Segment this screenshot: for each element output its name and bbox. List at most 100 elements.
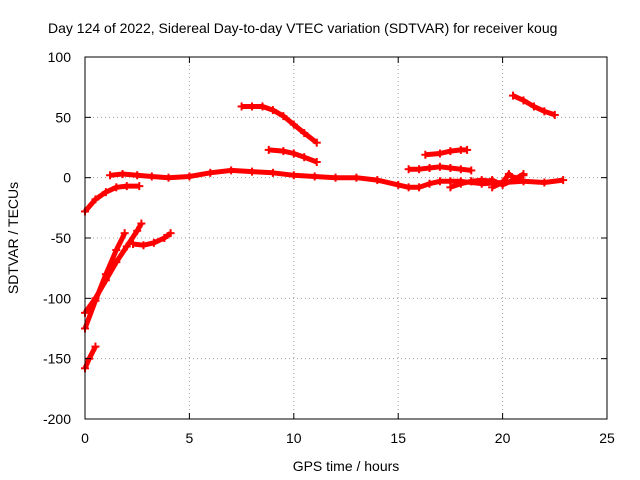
data-point [312, 138, 321, 147]
chart-title: Day 124 of 2022, Sidereal Day-to-day VTE… [48, 20, 557, 36]
data-point [310, 172, 319, 181]
y-tick-label: 100 [48, 49, 72, 65]
x-tick-label: 5 [186, 430, 194, 446]
y-axis-label: SDTVAR / TECUs [5, 182, 21, 294]
data-point [289, 120, 298, 129]
data-point [498, 178, 507, 187]
tick-labels: 0 5 10 15 20 25 -200 -150 -100 -50 0 50 100 [43, 49, 615, 446]
data-point [279, 112, 288, 121]
data-point [425, 179, 434, 188]
data-point [129, 240, 138, 249]
data-point [289, 149, 298, 158]
data-point [101, 276, 110, 285]
data-point [268, 168, 277, 177]
x-axis-label: GPS time / hours [293, 458, 400, 474]
x-tick-label: 10 [286, 430, 302, 446]
data-point [264, 145, 273, 154]
data-point [540, 178, 549, 187]
data-point [91, 195, 100, 204]
data-point [147, 172, 156, 181]
data-point [456, 165, 465, 174]
data-point [164, 173, 173, 182]
data-point [504, 170, 513, 179]
data-point [268, 106, 277, 115]
data-point [456, 179, 465, 188]
data-point [559, 176, 568, 185]
data-point [415, 183, 424, 192]
data-point [166, 229, 175, 238]
data-point [122, 242, 131, 251]
data-point [120, 229, 129, 238]
y-tick-label: 50 [55, 109, 71, 125]
data-point [463, 145, 472, 154]
data-point [529, 102, 538, 111]
data-point [446, 183, 455, 192]
data-point [404, 183, 413, 192]
data-point [511, 174, 520, 183]
y-tick-label: 0 [63, 170, 71, 186]
data-point [91, 294, 100, 303]
data-point [106, 171, 115, 180]
data-point [258, 102, 267, 111]
x-tick-label: 0 [81, 430, 89, 446]
data-point [352, 173, 361, 182]
data-point [488, 183, 497, 192]
data-point [300, 129, 309, 138]
data-point [421, 150, 430, 159]
y-tick-label: -200 [43, 411, 71, 427]
data-point [446, 164, 455, 173]
y-tick-label: -50 [51, 230, 71, 246]
data-point [91, 342, 100, 351]
y-tick-label: -100 [43, 290, 71, 306]
data-point [248, 102, 257, 111]
data-point [206, 168, 215, 177]
data-point [373, 176, 382, 185]
series-line-arc-e [82, 345, 98, 370]
data-point [477, 178, 486, 187]
data-point [135, 182, 144, 191]
data-point [435, 177, 444, 186]
data-point [248, 167, 257, 176]
data-point [435, 162, 444, 171]
data-point [435, 149, 444, 158]
data-point [519, 96, 528, 105]
data-point [101, 188, 110, 197]
series-line-arc-f [241, 104, 319, 145]
data-point [112, 258, 121, 267]
data-point [227, 166, 236, 175]
data-point [467, 166, 476, 175]
data-point [185, 172, 194, 181]
x-tick-label: 20 [495, 430, 511, 446]
series-line-arc-c [82, 222, 144, 315]
data-point [509, 91, 518, 100]
y-tick-label: -150 [43, 351, 71, 367]
data-point [137, 219, 146, 228]
data-point [279, 147, 288, 156]
data-point [122, 182, 131, 191]
data-point [237, 102, 246, 111]
data-point [519, 170, 528, 179]
data-point [446, 147, 455, 156]
data-point [488, 176, 497, 185]
data-point [133, 226, 142, 235]
data-point [133, 171, 142, 180]
x-tick-label: 15 [390, 430, 406, 446]
data-point [425, 164, 434, 173]
data-point [467, 177, 476, 186]
data-point [149, 238, 158, 247]
data-point [118, 170, 127, 179]
data-point [112, 183, 121, 192]
series-line-arc-g [268, 147, 318, 165]
data-point [331, 173, 340, 182]
data-point [289, 171, 298, 180]
data-point [394, 180, 403, 189]
data-point [404, 165, 413, 174]
data-point [300, 153, 309, 162]
data-point [415, 165, 424, 174]
data-point [550, 110, 559, 119]
data-point [160, 234, 169, 242]
data-series [81, 91, 568, 373]
data-point [312, 157, 321, 166]
data-point [112, 246, 121, 255]
